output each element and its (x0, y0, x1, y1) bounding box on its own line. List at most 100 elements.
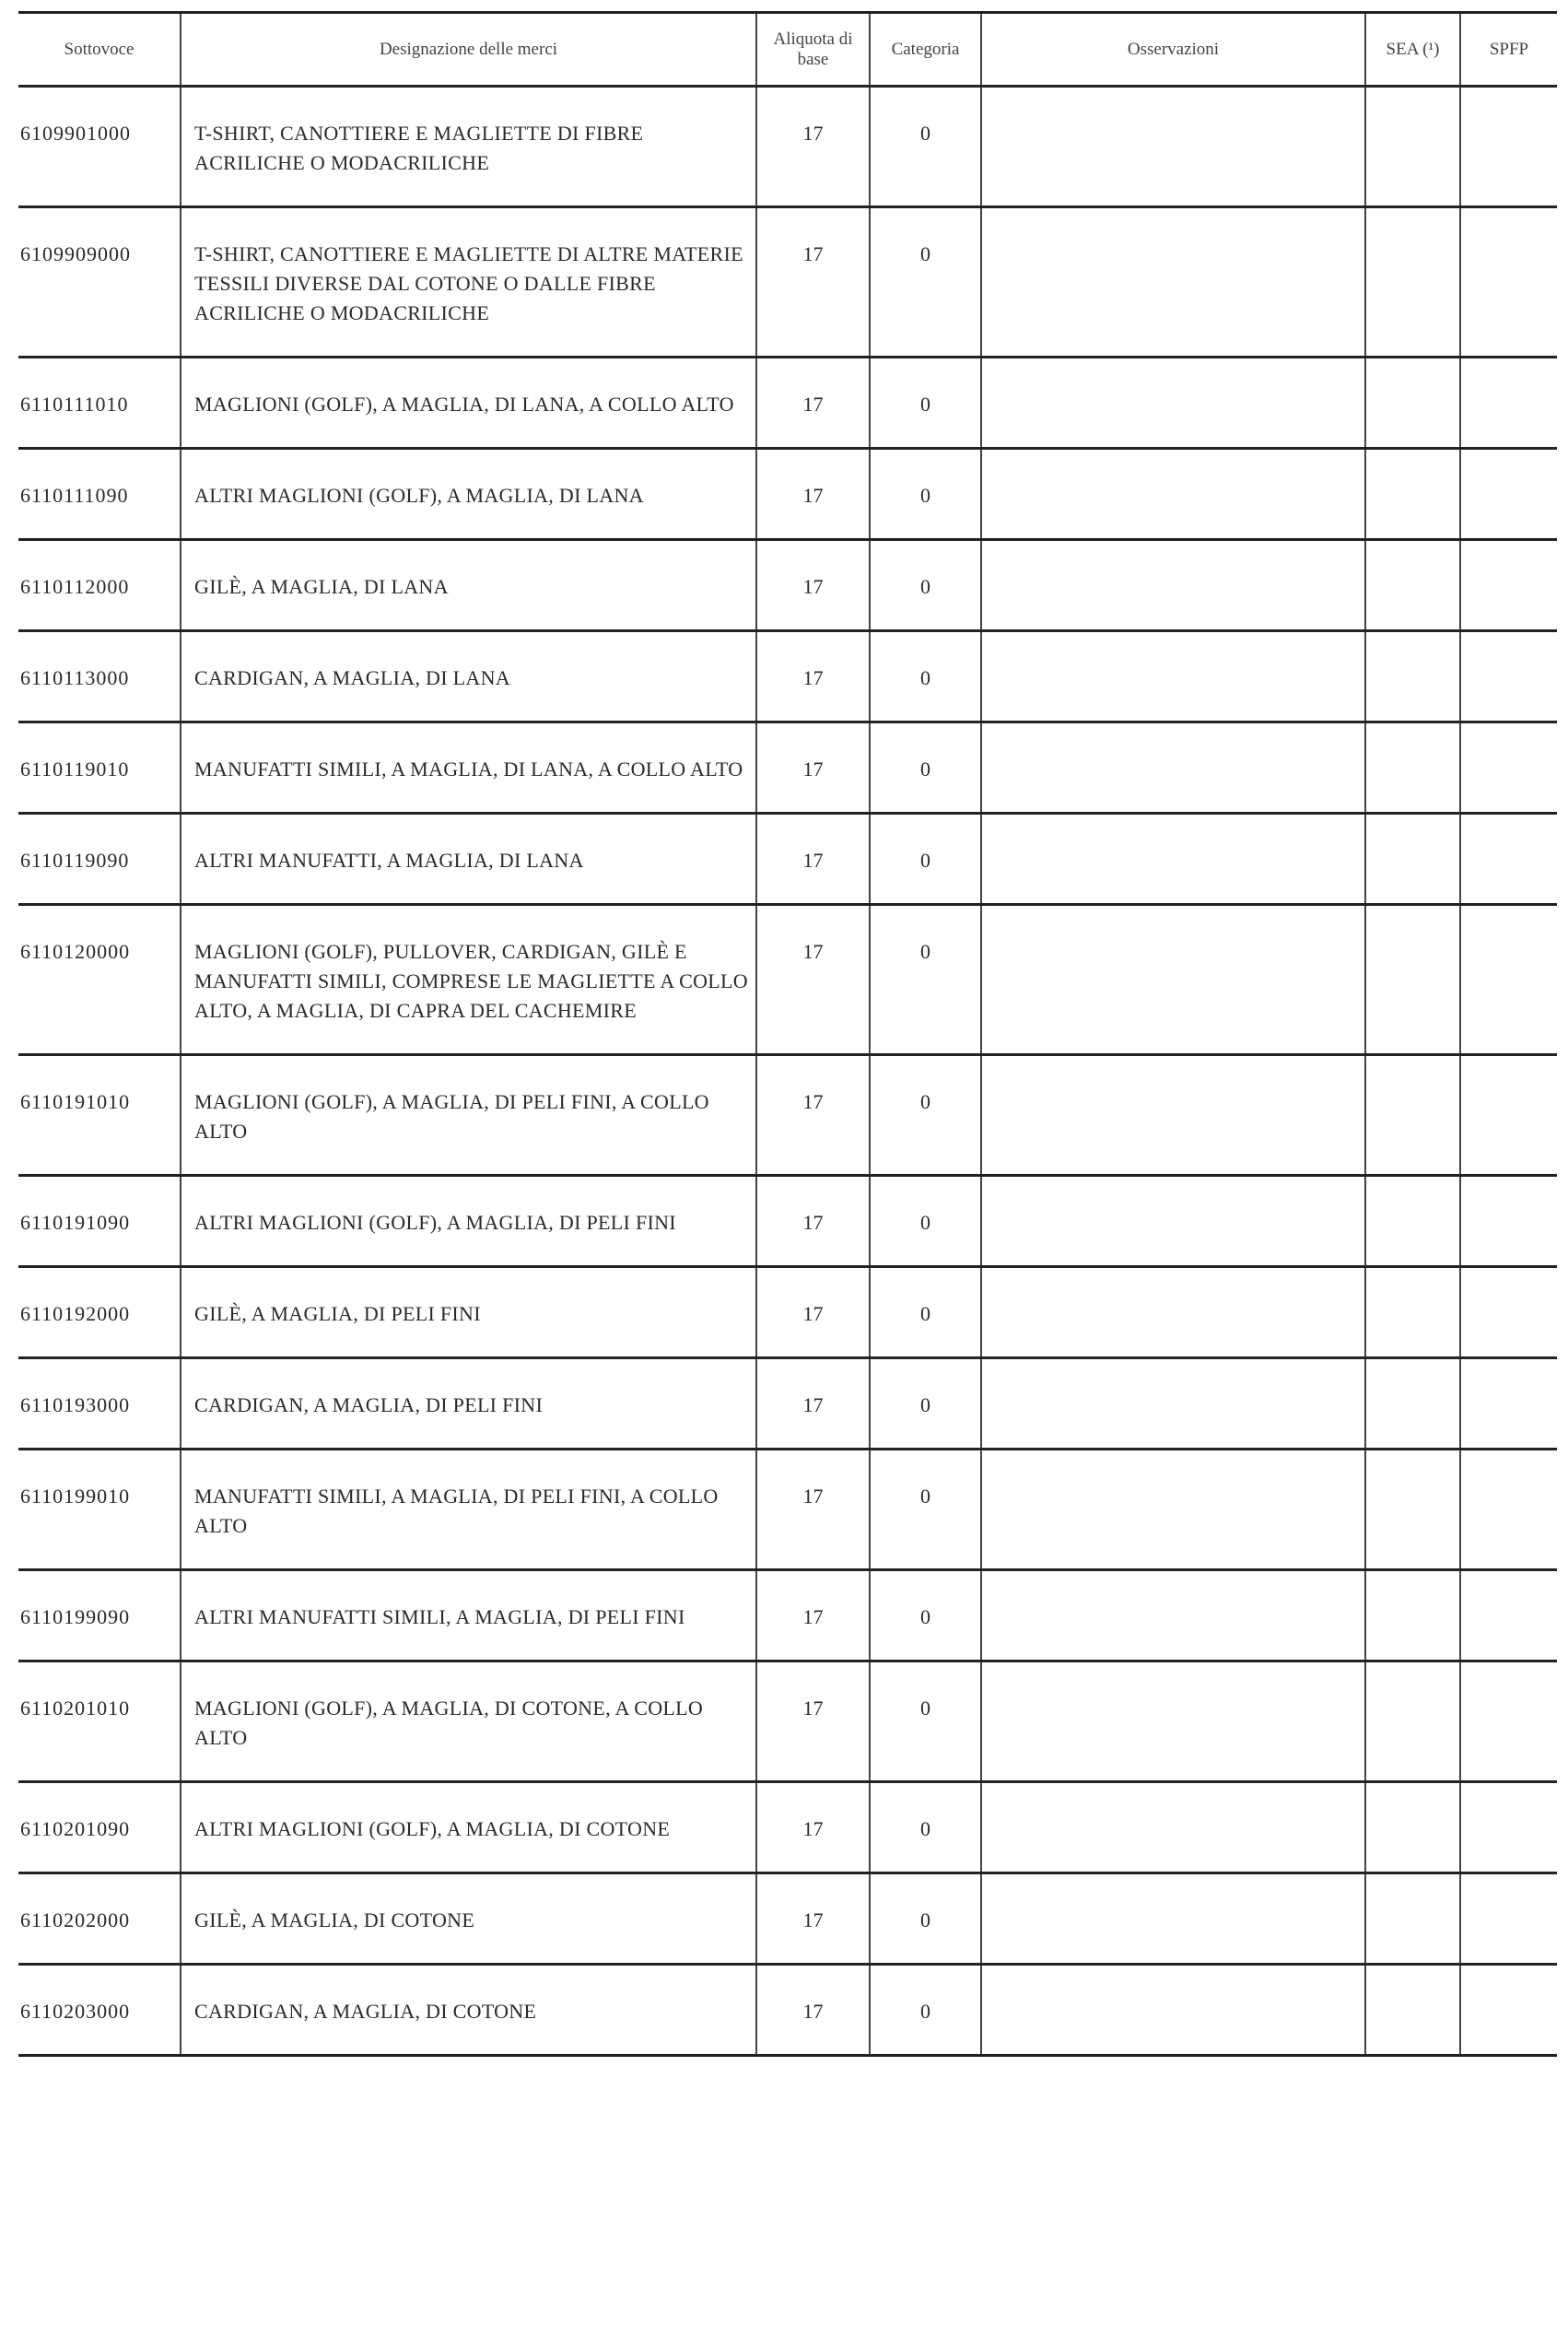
cell-sottovoce: 6110192000 (18, 1266, 181, 1358)
cell-sea (1364, 357, 1461, 449)
header-categoria: Categoria (869, 12, 982, 87)
cell-aliquota: 17 (755, 539, 871, 631)
cell-spfp (1459, 1357, 1557, 1450)
cell-aliquota: 17 (755, 1781, 871, 1873)
cell-sottovoce: 6110201090 (18, 1781, 181, 1873)
cell-categoria: 0 (869, 1661, 982, 1782)
cell-categoria: 0 (869, 722, 982, 814)
cell-designazione: CARDIGAN, A MAGLIA, DI PELI FINI (180, 1357, 757, 1450)
cell-spfp (1459, 86, 1557, 207)
cell-categoria: 0 (869, 1781, 982, 1873)
cell-sea (1364, 722, 1461, 814)
header-sea: SEA (¹) (1364, 12, 1461, 87)
cell-sottovoce: 6109901000 (18, 86, 181, 207)
cell-sottovoce: 6110119010 (18, 722, 181, 814)
cell-osservazioni (980, 1964, 1366, 2056)
table-row: 6110119010 MANUFATTI SIMILI, A MAGLIA, DI… (18, 722, 1557, 814)
cell-sea (1364, 1569, 1461, 1661)
cell-categoria: 0 (869, 813, 982, 905)
cell-sea (1364, 86, 1461, 207)
cell-sea (1364, 1964, 1461, 2056)
cell-spfp (1459, 1054, 1557, 1176)
cell-aliquota: 17 (755, 1054, 871, 1176)
cell-spfp (1459, 1781, 1557, 1873)
cell-designazione: ALTRI MAGLIONI (GOLF), A MAGLIA, DI COTO… (180, 1781, 757, 1873)
cell-sea (1364, 1054, 1461, 1176)
cell-sea (1364, 539, 1461, 631)
cell-spfp (1459, 448, 1557, 540)
cell-categoria: 0 (869, 539, 982, 631)
cell-spfp (1459, 904, 1557, 1055)
cell-spfp (1459, 722, 1557, 814)
cell-osservazioni (980, 357, 1366, 449)
table-row: 6110199010 MANUFATTI SIMILI, A MAGLIA, DI… (18, 1449, 1557, 1570)
cell-aliquota: 17 (755, 722, 871, 814)
cell-aliquota: 17 (755, 357, 871, 449)
table-row: 6110193000 CARDIGAN, A MAGLIA, DI PELI FI… (18, 1357, 1557, 1450)
cell-sottovoce: 6110193000 (18, 1357, 181, 1450)
cell-sea (1364, 1661, 1461, 1782)
table-row: 6110201090 ALTRI MAGLIONI (GOLF), A MAGLI… (18, 1781, 1557, 1873)
cell-designazione: T-SHIRT, CANOTTIERE E MAGLIETTE DI ALTRE… (180, 206, 757, 358)
cell-aliquota: 17 (755, 813, 871, 905)
cell-sottovoce: 6110112000 (18, 539, 181, 631)
cell-sea (1364, 448, 1461, 540)
cell-categoria: 0 (869, 1266, 982, 1358)
cell-aliquota: 17 (755, 1661, 871, 1782)
table-row: 6110203000 CARDIGAN, A MAGLIA, DI COTONE 1… (18, 1964, 1557, 2056)
cell-designazione: ALTRI MANUFATTI, A MAGLIA, DI LANA (180, 813, 757, 905)
table-row: 6110119090 ALTRI MANUFATTI, A MAGLIA, DI … (18, 813, 1557, 905)
cell-spfp (1459, 1569, 1557, 1661)
cell-designazione: CARDIGAN, A MAGLIA, DI COTONE (180, 1964, 757, 2056)
cell-sottovoce: 6110201010 (18, 1661, 181, 1782)
cell-categoria: 0 (869, 1175, 982, 1267)
table-row: 6110192000 GILÈ, A MAGLIA, DI PELI FINI 17… (18, 1266, 1557, 1358)
cell-osservazioni (980, 539, 1366, 631)
cell-aliquota: 17 (755, 1873, 871, 1965)
cell-osservazioni (980, 1054, 1366, 1176)
cell-osservazioni (980, 206, 1366, 358)
header-sottovoce: Sottovoce (18, 12, 181, 87)
table-row: 6110112000 GILÈ, A MAGLIA, DI LANA 17 0 (18, 539, 1557, 631)
cell-sea (1364, 1266, 1461, 1358)
cell-sottovoce: 6110119090 (18, 813, 181, 905)
cell-categoria: 0 (869, 448, 982, 540)
cell-aliquota: 17 (755, 1569, 871, 1661)
cell-sea (1364, 904, 1461, 1055)
cell-spfp (1459, 357, 1557, 449)
cell-aliquota: 17 (755, 1964, 871, 2056)
table-row: 6109901000 T-SHIRT, CANOTTIERE E MAGLIETT… (18, 86, 1557, 207)
table-row: 6110191010 MAGLIONI (GOLF), A MAGLIA, DI … (18, 1054, 1557, 1176)
cell-spfp (1459, 1661, 1557, 1782)
cell-aliquota: 17 (755, 1266, 871, 1358)
cell-categoria: 0 (869, 1054, 982, 1176)
cell-spfp (1459, 206, 1557, 358)
cell-aliquota: 17 (755, 1175, 871, 1267)
cell-sea (1364, 206, 1461, 358)
table-row: 6110111010 MAGLIONI (GOLF), A MAGLIA, DI … (18, 357, 1557, 449)
cell-designazione: ALTRI MAGLIONI (GOLF), A MAGLIA, DI LANA (180, 448, 757, 540)
cell-categoria: 0 (869, 1569, 982, 1661)
cell-osservazioni (980, 1661, 1366, 1782)
cell-sea (1364, 1873, 1461, 1965)
cell-sottovoce: 6109909000 (18, 206, 181, 358)
cell-spfp (1459, 1266, 1557, 1358)
cell-designazione: MANUFATTI SIMILI, A MAGLIA, DI LANA, A C… (180, 722, 757, 814)
table-row: 6110201010 MAGLIONI (GOLF), A MAGLIA, DI … (18, 1661, 1557, 1782)
cell-osservazioni (980, 1357, 1366, 1450)
cell-spfp (1459, 1964, 1557, 2056)
cell-categoria: 0 (869, 357, 982, 449)
cell-sottovoce: 6110191010 (18, 1054, 181, 1176)
cell-sottovoce: 6110191090 (18, 1175, 181, 1267)
header-spfp: SPFP (1459, 12, 1557, 87)
table-row: 6110111090 ALTRI MAGLIONI (GOLF), A MAGLI… (18, 448, 1557, 540)
cell-designazione: MAGLIONI (GOLF), A MAGLIA, DI COTONE, A … (180, 1661, 757, 1782)
table-row: 6110191090 ALTRI MAGLIONI (GOLF), A MAGLI… (18, 1175, 1557, 1267)
cell-aliquota: 17 (755, 86, 871, 207)
cell-categoria: 0 (869, 630, 982, 722)
cell-sea (1364, 813, 1461, 905)
cell-sea (1364, 1449, 1461, 1570)
cell-designazione: CARDIGAN, A MAGLIA, DI LANA (180, 630, 757, 722)
cell-designazione: MAGLIONI (GOLF), A MAGLIA, DI LANA, A CO… (180, 357, 757, 449)
cell-osservazioni (980, 1781, 1366, 1873)
